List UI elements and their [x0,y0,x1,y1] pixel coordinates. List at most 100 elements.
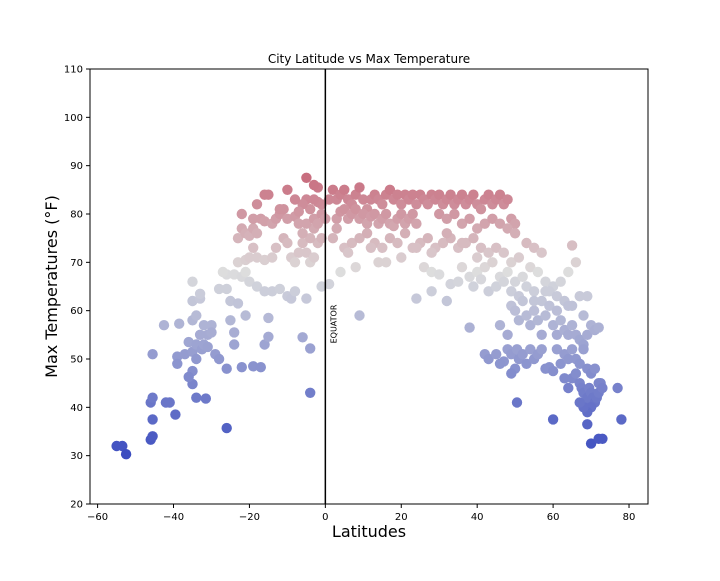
data-point [468,233,479,244]
data-point [339,184,350,195]
data-point [236,208,247,220]
data-point [259,286,270,297]
y-tick-label: 40 [70,403,83,414]
x-axis-title: Latitudes [332,522,406,541]
data-point [293,247,304,258]
data-point [365,242,377,253]
data-point [221,422,232,434]
data-point [563,382,574,394]
data-point [206,327,217,338]
data-point [248,213,259,224]
data-point [612,382,623,394]
x-tick-label: −60 [87,512,108,523]
data-point [506,368,517,379]
data-point [494,358,506,369]
data-point [456,262,468,273]
data-point [274,283,285,295]
data-point [574,397,585,408]
data-point [468,189,479,200]
data-point [191,310,202,321]
data-point [434,269,445,280]
data-point [251,228,263,239]
data-point [487,257,498,268]
data-point [158,320,170,331]
data-point [521,358,532,369]
data-point [532,315,544,326]
data-point [491,281,502,292]
data-point [483,353,494,365]
data-point [244,252,255,263]
data-point [411,242,422,253]
data-point [361,228,373,239]
data-point [369,208,380,220]
data-point [305,233,316,244]
data-point [468,281,479,292]
data-point [597,433,608,444]
data-point [494,218,506,229]
data-point [305,343,316,354]
data-point [502,194,513,205]
data-point [434,208,445,220]
data-point [491,242,502,253]
data-point [517,295,528,307]
data-point [289,194,301,205]
data-point [221,283,232,295]
data-point [544,300,555,311]
data-point [358,194,369,205]
data-point [540,286,551,297]
data-point [494,320,506,331]
data-point [559,373,570,384]
data-point [308,179,320,191]
data-point [380,208,392,220]
data-point [117,440,128,452]
data-point [528,242,540,253]
data-point [585,438,597,449]
data-point [289,286,301,297]
data-point [589,363,601,374]
data-point [582,291,593,302]
data-point [464,213,475,224]
data-point [407,189,418,200]
data-point [555,358,566,369]
data-point [206,320,217,331]
data-point [354,182,365,193]
data-point [502,266,513,278]
data-point [441,228,452,239]
data-point [616,414,627,425]
data-point [509,276,521,287]
data-point [475,274,487,285]
data-point [472,252,483,263]
data-point [563,329,574,340]
data-point [407,208,418,220]
data-point [517,271,528,282]
data-point [270,242,282,253]
data-point [475,242,487,253]
data-point [441,295,452,307]
y-tick-label: 90 [70,161,83,172]
data-point [174,318,185,329]
y-axis-title: Max Temperatures (°F) [42,195,61,378]
data-point [194,288,206,299]
data-point [536,344,547,355]
data-point [563,300,574,311]
data-point [399,228,411,239]
y-tick-label: 20 [70,500,83,511]
data-point [528,305,540,316]
data-point [566,344,578,355]
data-point [411,293,422,304]
y-tick-label: 30 [70,451,83,462]
data-point [342,247,354,258]
data-point [198,320,210,331]
data-point [498,247,509,258]
data-point [187,276,198,287]
data-point [525,344,536,355]
data-point [301,293,312,304]
x-tick-label: 40 [471,512,484,523]
data-point [200,393,211,404]
data-point [384,233,396,244]
axes-frame [89,68,649,505]
x-tick-label: −20 [239,512,260,523]
data-point [354,233,365,244]
